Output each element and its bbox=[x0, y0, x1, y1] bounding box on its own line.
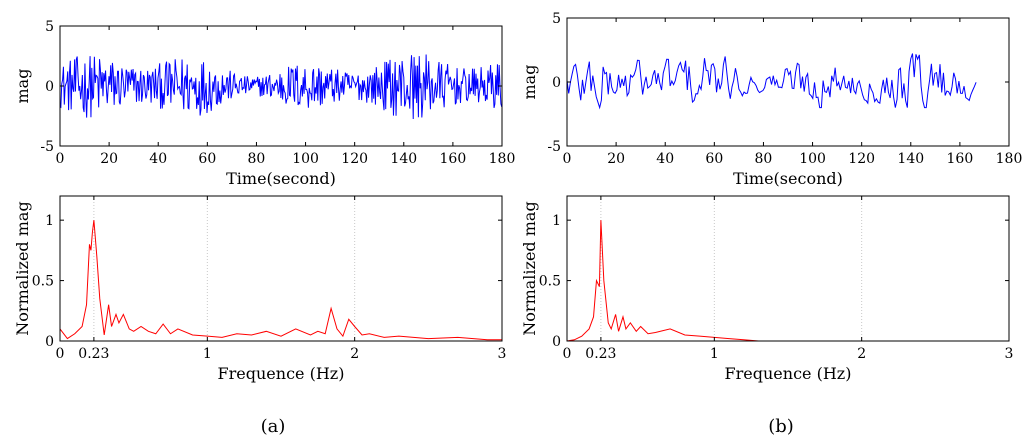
x-tick-label: 20 bbox=[607, 151, 625, 167]
x-axis-label: Time(second) bbox=[733, 169, 843, 188]
x-tick-label: 180 bbox=[996, 151, 1023, 167]
x-tick-label: 0.23 bbox=[585, 346, 616, 362]
x-tick-label: 0 bbox=[56, 151, 65, 167]
panel-label-a: (a) bbox=[261, 416, 286, 437]
x-tick-label: 60 bbox=[198, 151, 216, 167]
y-tick-label: -5 bbox=[40, 139, 54, 155]
x-tick-label: 120 bbox=[848, 151, 875, 167]
y-axis-label: mag bbox=[520, 65, 539, 100]
x-tick-label: 2 bbox=[857, 346, 866, 362]
y-tick-label: 0 bbox=[45, 79, 54, 95]
x-tick-label: 160 bbox=[947, 151, 974, 167]
panel-b-time-series-plot: 0 20 40 60 80 100 120 140 160 18050-5Time(second)… bbox=[520, 11, 1022, 188]
y-tick-label: 1 bbox=[552, 213, 561, 229]
y-tick-label: 0 bbox=[45, 334, 54, 350]
x-tick-label: 160 bbox=[440, 151, 467, 167]
x-tick-label: 1 bbox=[710, 346, 719, 362]
x-tick-label: 1 bbox=[203, 346, 212, 362]
y-tick-label: 5 bbox=[45, 19, 54, 35]
x-tick-label: 0.23 bbox=[78, 346, 109, 362]
x-axis-label: Frequence (Hz) bbox=[725, 364, 852, 383]
panel-b-spectrum-plot: 0 0.23 1 2 3 1 0.5 0 Frequence (Hz) Normalized ma… bbox=[520, 195, 1014, 383]
x-tick-label: 40 bbox=[656, 151, 674, 167]
x-tick-label: 100 bbox=[799, 151, 826, 167]
x-tick-label: 3 bbox=[1005, 346, 1014, 362]
x-tick-label: 80 bbox=[755, 151, 773, 167]
panel-a-spectrum-plot: 0 0.23 1 2 3 1 0.5 0 Frequence (Hz) Normalized ma… bbox=[13, 195, 507, 383]
x-tick-label: 60 bbox=[705, 151, 723, 167]
y-axis-label: mag bbox=[13, 69, 32, 104]
x-tick-label: 140 bbox=[390, 151, 417, 167]
y-tick-label: 5 bbox=[552, 11, 561, 27]
x-tick-label: 3 bbox=[498, 346, 507, 362]
series-line bbox=[566, 53, 977, 110]
y-tick-label: 1 bbox=[45, 213, 54, 229]
x-tick-label: 0 bbox=[563, 151, 572, 167]
x-tick-label: 100 bbox=[292, 151, 319, 167]
axes-box bbox=[59, 195, 503, 342]
x-tick-label: 0 bbox=[563, 346, 572, 362]
x-axis-label: Time(second) bbox=[226, 169, 336, 188]
x-axis-label: Frequence (Hz) bbox=[218, 364, 345, 383]
panel-label-b: (b) bbox=[768, 416, 794, 437]
y-axis-label: Normalized mag bbox=[520, 201, 539, 335]
y-tick-label: 0.5 bbox=[539, 274, 561, 290]
y-tick-label: 0 bbox=[552, 334, 561, 350]
x-tick-label: 0 bbox=[56, 346, 65, 362]
series-line bbox=[566, 220, 1009, 342]
panel-a-time-series-plot: 0 20 40 60 80 100 120 140 160 18050-5Time(second)… bbox=[13, 19, 515, 188]
y-tick-label: -5 bbox=[547, 139, 561, 155]
x-tick-label: 40 bbox=[149, 151, 167, 167]
y-axis-label: Normalized mag bbox=[13, 201, 32, 335]
x-tick-label: 120 bbox=[341, 151, 368, 167]
x-tick-label: 80 bbox=[248, 151, 266, 167]
x-tick-label: 140 bbox=[897, 151, 924, 167]
x-tick-label: 180 bbox=[489, 151, 516, 167]
axes-box bbox=[566, 195, 1010, 342]
series-line bbox=[59, 220, 502, 341]
series-line bbox=[59, 54, 503, 119]
x-tick-label: 20 bbox=[100, 151, 118, 167]
y-tick-label: 0 bbox=[552, 75, 561, 91]
y-tick-label: 0.5 bbox=[32, 274, 54, 290]
x-tick-label: 2 bbox=[350, 346, 359, 362]
